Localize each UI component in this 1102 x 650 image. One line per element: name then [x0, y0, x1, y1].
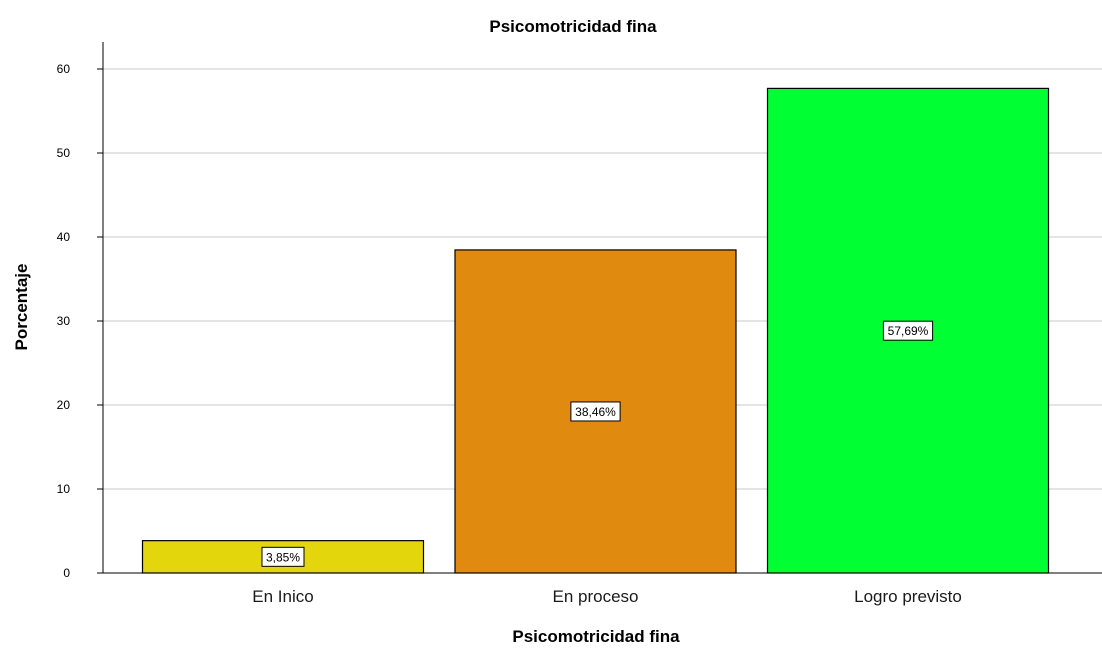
x-tick-label-1: En proceso	[553, 587, 639, 606]
data-label-box-2	[882, 320, 934, 341]
y-tick-label-40: 40	[57, 230, 71, 244]
y-tick-labels: 0 10 20 30 40 50 60	[57, 62, 71, 580]
y-axis-title: Porcentaje	[12, 264, 31, 351]
y-tick-label-10: 10	[57, 482, 71, 496]
y-tick-label-60: 60	[57, 62, 71, 76]
data-label-box-0	[261, 546, 305, 567]
x-tick-labels: En Inico En proceso Logro previsto	[252, 587, 962, 606]
data-label-0: 3,85%	[266, 550, 300, 564]
data-label-box-1	[570, 401, 621, 422]
x-tick-label-2: Logro previsto	[854, 587, 962, 606]
y-tick-label-20: 20	[57, 398, 71, 412]
data-label-1: 38,46%	[575, 405, 616, 419]
data-label-2: 57,69%	[888, 324, 929, 338]
data-labels: 3,85% 38,46% 57,69%	[261, 320, 934, 567]
y-tick-label-50: 50	[57, 146, 71, 160]
x-axis-title: Psicomotricidad fina	[512, 627, 680, 645]
y-tick-label-30: 30	[57, 314, 71, 328]
axes	[102, 42, 1102, 574]
chart-title: Psicomotricidad fina	[489, 17, 657, 36]
y-tick-label-0: 0	[63, 566, 70, 580]
x-tick-label-0: En Inico	[252, 587, 313, 606]
